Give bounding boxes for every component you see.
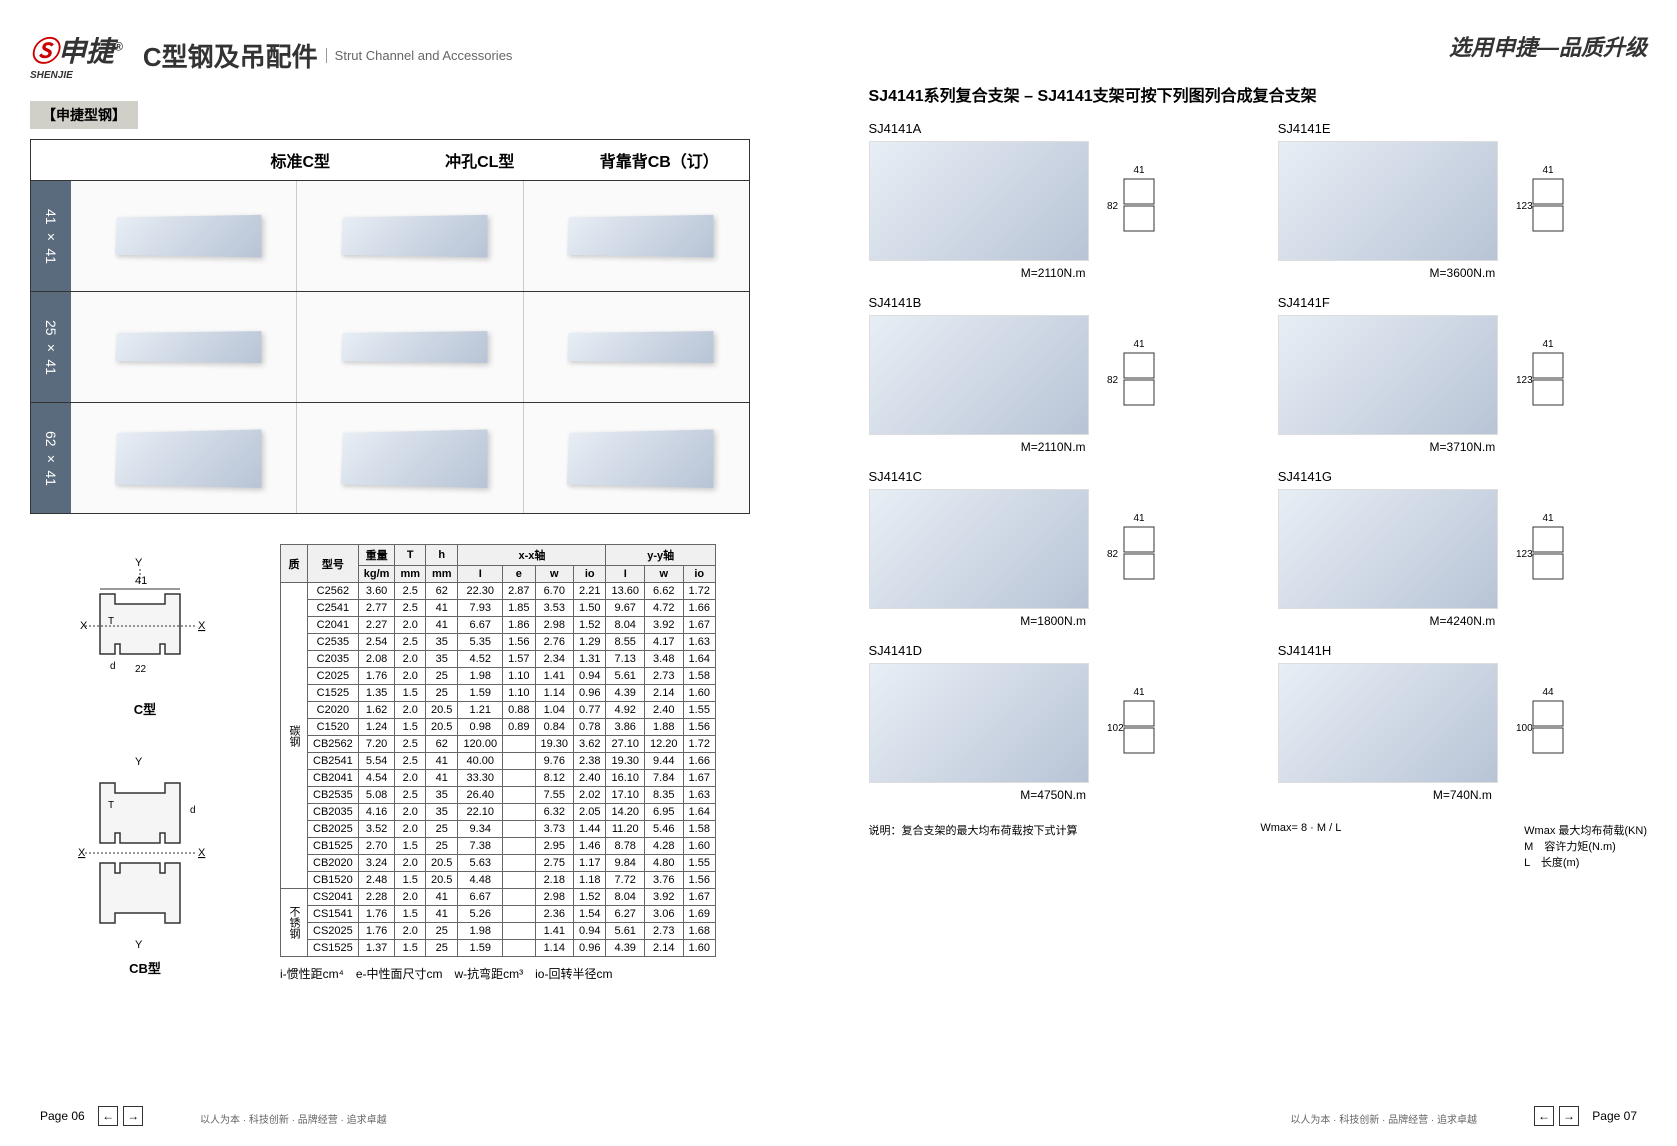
svg-text:82: 82 — [1107, 201, 1119, 212]
row-label: 41 × 41 — [31, 181, 71, 291]
svg-text:X: X — [198, 620, 206, 632]
svg-text:41: 41 — [135, 575, 147, 587]
strut-image — [115, 429, 262, 488]
svg-text:T: T — [108, 800, 114, 811]
svg-text:41: 41 — [1133, 339, 1145, 350]
svg-text:102: 102 — [1107, 723, 1124, 734]
combo-item: SJ4141A 41 82 M=2110N.m — [869, 121, 1238, 280]
combo-image — [869, 489, 1089, 609]
combo-image — [869, 663, 1089, 783]
svg-text:d: d — [110, 661, 116, 672]
svg-text:X: X — [198, 847, 206, 859]
combo-schematic: 41 123 — [1508, 161, 1588, 261]
diagram-cb: Y X X Y T d CB型 — [30, 743, 260, 987]
svg-text:82: 82 — [1107, 375, 1119, 386]
col-header: 标准C型 — [211, 140, 391, 180]
combo-schematic: 41 82 — [1099, 161, 1179, 261]
legend: 说明：复合支架的最大均布荷载按下式计算 Wmax= 8 · M / L Wmax… — [869, 822, 1648, 870]
spec-table: 质 型号 重量 T h x-x轴 y-y轴 kg/m mm mm I — [280, 544, 716, 957]
combo-schematic: 41 82 — [1099, 335, 1179, 435]
footer-motto: 以人为本 · 科技创新 · 品牌经营 · 追求卓越 — [200, 1111, 387, 1126]
svg-text:T: T — [108, 616, 114, 627]
combo-item: SJ4141F 41 123 M=3710N.m — [1278, 295, 1647, 454]
strut-image — [115, 331, 261, 363]
combo-image — [1278, 489, 1498, 609]
col-header: 冲孔CL型 — [390, 140, 570, 180]
title-cn: C型钢及吊配件 — [143, 37, 318, 74]
svg-text:Y: Y — [135, 756, 143, 768]
svg-text:100: 100 — [1516, 723, 1533, 734]
combo-item: SJ4141D 41 102 M=4750N.m — [869, 643, 1238, 802]
combo-schematic: 41 82 — [1099, 509, 1179, 609]
combo-schematic: 41 123 — [1508, 509, 1588, 609]
section-label: 【申捷型钢】 — [30, 101, 138, 129]
svg-text:123: 123 — [1516, 201, 1533, 212]
row-label: 62 × 41 — [31, 403, 71, 513]
strut-image — [341, 331, 487, 363]
combo-item: SJ4141B 41 82 M=2110N.m — [869, 295, 1238, 454]
svg-text:Y: Y — [135, 939, 143, 951]
svg-text:123: 123 — [1516, 375, 1533, 386]
right-title: SJ4141系列复合支架 – SJ4141支架可按下列图列合成复合支架 — [869, 82, 1648, 106]
svg-text:41: 41 — [1542, 339, 1554, 350]
next-arrow[interactable]: → — [1559, 1106, 1579, 1126]
svg-text:44: 44 — [1542, 687, 1554, 698]
row-label: 25 × 41 — [31, 292, 71, 402]
combo-image — [1278, 315, 1498, 435]
svg-text:41: 41 — [1542, 513, 1554, 524]
svg-text:d: d — [190, 805, 196, 816]
svg-text:41: 41 — [1133, 165, 1145, 176]
table-footnote: i-惯性距cm⁴ e-中性面尺寸cm w-抗弯距cm³ io-回转半径cm — [280, 965, 716, 982]
next-arrow[interactable]: → — [123, 1106, 143, 1126]
combo-item: SJ4141C 41 82 M=1800N.m — [869, 469, 1238, 628]
slogan: 选用申捷—品质升级 — [1449, 30, 1647, 62]
combo-image — [1278, 141, 1498, 261]
combo-image — [869, 315, 1089, 435]
svg-text:X: X — [78, 847, 86, 859]
combo-image — [1278, 663, 1498, 783]
prev-arrow[interactable]: ← — [98, 1106, 118, 1126]
strut-image — [567, 429, 714, 488]
strut-image — [567, 215, 713, 258]
strut-image — [341, 429, 488, 488]
combo-item: SJ4141G 41 123 M=4240N.m — [1278, 469, 1647, 628]
combo-image — [869, 141, 1089, 261]
combo-schematic: 41 102 — [1099, 683, 1179, 783]
combo-schematic: 41 123 — [1508, 335, 1588, 435]
strut-image — [115, 215, 261, 258]
svg-text:41: 41 — [1542, 165, 1554, 176]
combo-schematic: 44 100 — [1508, 683, 1588, 783]
svg-text:22: 22 — [135, 664, 147, 675]
header: Ⓢ申捷® SHENJIE C型钢及吊配件 Strut Channel and A… — [30, 30, 809, 81]
logo: Ⓢ申捷® SHENJIE — [30, 30, 123, 81]
combo-item: SJ4141H 44 100 M=740N.m — [1278, 643, 1647, 802]
axis-y: Y — [135, 557, 143, 569]
diagram-c: Y 41 X X 22 T d C型 — [30, 544, 260, 728]
svg-text:82: 82 — [1107, 549, 1119, 560]
svg-text:41: 41 — [1133, 513, 1145, 524]
page-number: Page 06 ←→ — [40, 1106, 153, 1126]
prev-arrow[interactable]: ← — [1534, 1106, 1554, 1126]
svg-text:123: 123 — [1516, 549, 1533, 560]
strut-image — [568, 331, 714, 363]
page-number: ←→ Page 07 — [1524, 1106, 1637, 1126]
footer-motto: 以人为本 · 科技创新 · 品牌经营 · 追求卓越 — [1290, 1111, 1477, 1126]
title-en: Strut Channel and Accessories — [326, 48, 513, 63]
combo-item: SJ4141E 41 123 M=3600N.m — [1278, 121, 1647, 280]
product-table: 标准C型 冲孔CL型 背靠背CB（订） 41 × 41 25 × 41 62 ×… — [30, 139, 750, 514]
col-header: 背靠背CB（订） — [570, 140, 750, 180]
svg-text:41: 41 — [1133, 687, 1145, 698]
strut-image — [341, 215, 487, 258]
